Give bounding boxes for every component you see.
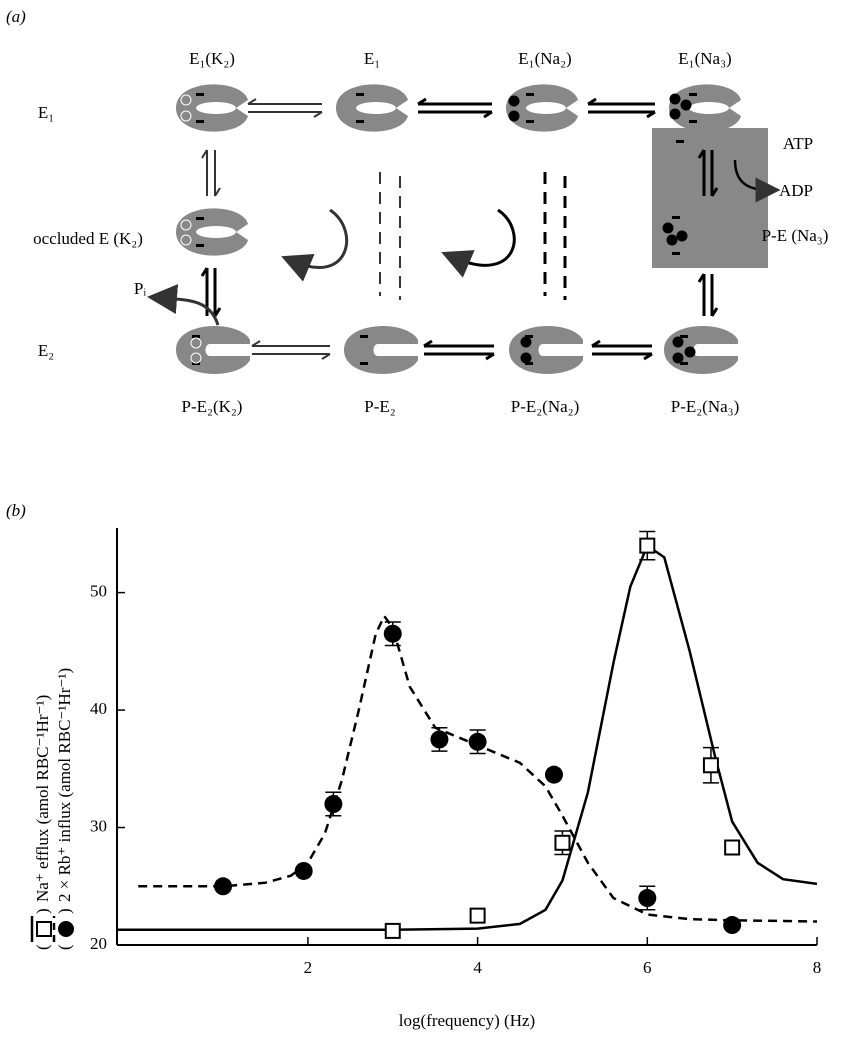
data-point	[702, 757, 719, 774]
data-point	[723, 916, 742, 935]
legend-entry: () Na⁺ efflux (amol RBC⁻¹Hr⁻¹)	[30, 695, 52, 950]
fit-curve	[117, 543, 818, 931]
pi-label: Pᵢ	[134, 279, 146, 298]
legend-marker	[36, 921, 52, 937]
x-tick-label: 4	[473, 958, 482, 977]
panel-label: (b)	[6, 501, 26, 520]
state-label: E₁(K₂)	[189, 49, 235, 68]
y-tick-label: 30	[90, 816, 107, 835]
legend-paren: (	[33, 944, 52, 950]
data-point	[294, 861, 313, 880]
x-tick-label: 2	[304, 958, 313, 977]
pump-shapes	[176, 84, 741, 374]
state-label: P-E₂(Na₃)	[671, 397, 740, 416]
legend-paren: )	[55, 908, 74, 914]
state-label: E₁(Na₂)	[518, 49, 571, 68]
row-label: E₂	[38, 341, 54, 360]
legend-marker	[58, 921, 74, 937]
atp-label: ATP	[783, 134, 813, 153]
data-point	[469, 907, 486, 924]
pe-label: P-E (Na₃)	[762, 226, 829, 245]
adp-label: ADP	[779, 181, 813, 200]
x-axis-label: log(frequency) (Hz)	[399, 1011, 535, 1030]
data-point	[638, 889, 657, 908]
reaction-arrows	[147, 97, 781, 361]
row-label: E₁	[38, 103, 54, 122]
panel-label: (a)	[6, 7, 26, 26]
data-point	[639, 537, 656, 554]
legend-entry: () 2 × Rb⁺ influx (amol RBC⁻¹Hr⁻¹)	[52, 668, 74, 950]
legend-paren: (	[55, 944, 74, 950]
legend-paren: )	[33, 908, 52, 914]
data-point	[544, 765, 563, 784]
data-point	[468, 732, 487, 751]
x-tick-label: 8	[813, 958, 822, 977]
x-tick-label: 6	[643, 958, 652, 977]
y-tick-label: 50	[90, 582, 107, 601]
y-tick-label: 40	[90, 699, 107, 718]
state-label: P-E₂(Na₂)	[511, 397, 580, 416]
data-point	[430, 730, 449, 749]
state-label: P-E₂	[364, 397, 395, 416]
legend-label: 2 × Rb⁺ influx (amol RBC⁻¹Hr⁻¹)	[55, 668, 74, 902]
phosphorylation-box	[652, 128, 768, 268]
legend-label: Na⁺ efflux (amol RBC⁻¹Hr⁻¹)	[33, 695, 52, 902]
data-point	[324, 795, 343, 814]
state-label: E₁	[364, 49, 380, 68]
row-label: occluded E (K₂)	[33, 229, 143, 248]
data-point	[383, 624, 402, 643]
y-tick-label: 20	[90, 934, 107, 953]
data-point	[384, 922, 401, 939]
state-label: E₁(Na₃)	[678, 49, 731, 68]
data-point	[214, 877, 233, 896]
data-point	[554, 834, 571, 851]
y-axis-legend: ()Na⁺ efflux (amol RBC⁻¹Hr⁻¹)()2 × Rb⁺ i…	[30, 668, 74, 950]
data-point	[724, 839, 741, 856]
diagram-labels: E₁(K₂) E₁ E₁(Na₂) E₁(Na₃) E₁ occluded E …	[33, 49, 828, 416]
state-label: P-E₂(K₂)	[182, 397, 243, 416]
